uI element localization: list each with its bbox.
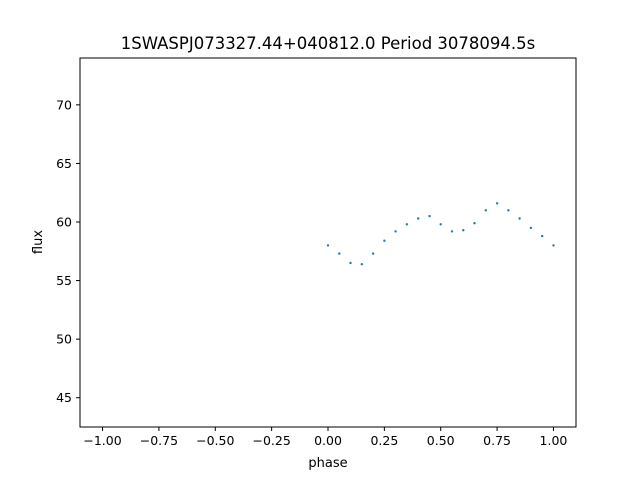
y-axis: 45 50 55 60 65 70: [56, 97, 80, 405]
data-point: [417, 217, 420, 220]
y-tick-label: 45: [56, 390, 72, 405]
x-axis: −1.00 −0.75 −0.50 −0.25 0.00 0.25 0.50 0.75 1.00: [83, 427, 567, 448]
y-tick-label: 50: [56, 332, 72, 347]
x-tick-label: 0.00: [314, 433, 342, 448]
x-tick-label: −0.25: [252, 433, 290, 448]
data-point: [518, 217, 521, 220]
data-point: [507, 209, 510, 212]
y-tick-label: 55: [56, 273, 72, 288]
y-tick-label: 70: [56, 97, 72, 112]
x-tick-label: −0.75: [140, 433, 178, 448]
x-tick-label: 0.50: [427, 433, 455, 448]
data-point: [473, 222, 476, 225]
x-axis-label: phase: [308, 456, 347, 471]
data-point: [360, 263, 363, 266]
x-tick-label: 0.75: [483, 433, 511, 448]
x-tick-label: 0.25: [370, 433, 398, 448]
data-point: [495, 202, 499, 205]
data-point: [338, 252, 341, 255]
data-point: [405, 223, 409, 226]
data-point: [349, 261, 352, 265]
x-tick-label: −0.50: [196, 433, 234, 448]
y-axis-label: flux: [31, 230, 46, 254]
data-point: [428, 214, 431, 218]
y-tick-label: 60: [56, 215, 72, 230]
data-point: [383, 239, 386, 242]
data-point: [484, 209, 487, 212]
data-points: [326, 202, 555, 266]
data-point: [552, 244, 555, 247]
x-tick-label: −1.00: [83, 433, 121, 448]
data-point: [371, 252, 375, 255]
data-point: [450, 230, 454, 233]
data-point: [462, 229, 465, 232]
y-tick-label: 65: [56, 156, 72, 171]
data-point: [439, 223, 442, 226]
chart-title: 1SWASPJ073327.44+040812.0 Period 3078094…: [121, 34, 536, 53]
data-point: [541, 234, 544, 238]
data-point: [326, 244, 330, 247]
data-point: [394, 230, 397, 233]
data-point: [529, 226, 533, 230]
x-tick-label: 1.00: [540, 433, 568, 448]
